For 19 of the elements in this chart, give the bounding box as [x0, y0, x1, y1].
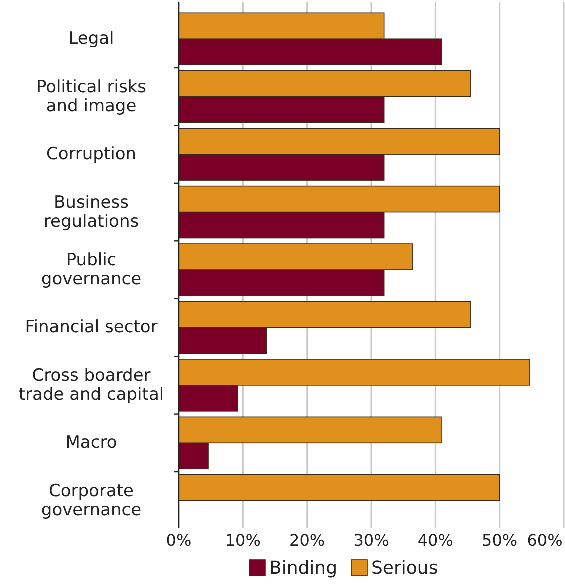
y-tick-label: Political risks and image	[36, 77, 147, 116]
y-tick-label: Corporate governance	[41, 481, 142, 520]
y-tick-label: Corruption	[46, 144, 137, 165]
y-tick-label: Cross boarder trade and capital	[18, 366, 164, 405]
legend-label: Binding	[270, 558, 338, 579]
y-tick-label: Legal	[68, 29, 114, 50]
x-tick-label: 20%	[290, 531, 326, 550]
x-tick-label: 40%	[418, 531, 454, 550]
x-tick-label: 0%	[166, 531, 192, 550]
x-tick-label: 50%	[482, 531, 518, 550]
x-tick-label: 10%	[225, 531, 261, 550]
x-tick-label: 60%	[527, 531, 563, 550]
y-tick-label: Public governance	[41, 250, 142, 290]
y-tick-label: Business regulations	[44, 192, 140, 232]
y-tick-label: Financial sector	[25, 318, 158, 338]
bar	[178, 474, 500, 502]
x-tick-label: 30%	[354, 531, 390, 550]
y-tick-label: Macro	[66, 433, 118, 454]
legend-label: Serious	[372, 558, 438, 579]
